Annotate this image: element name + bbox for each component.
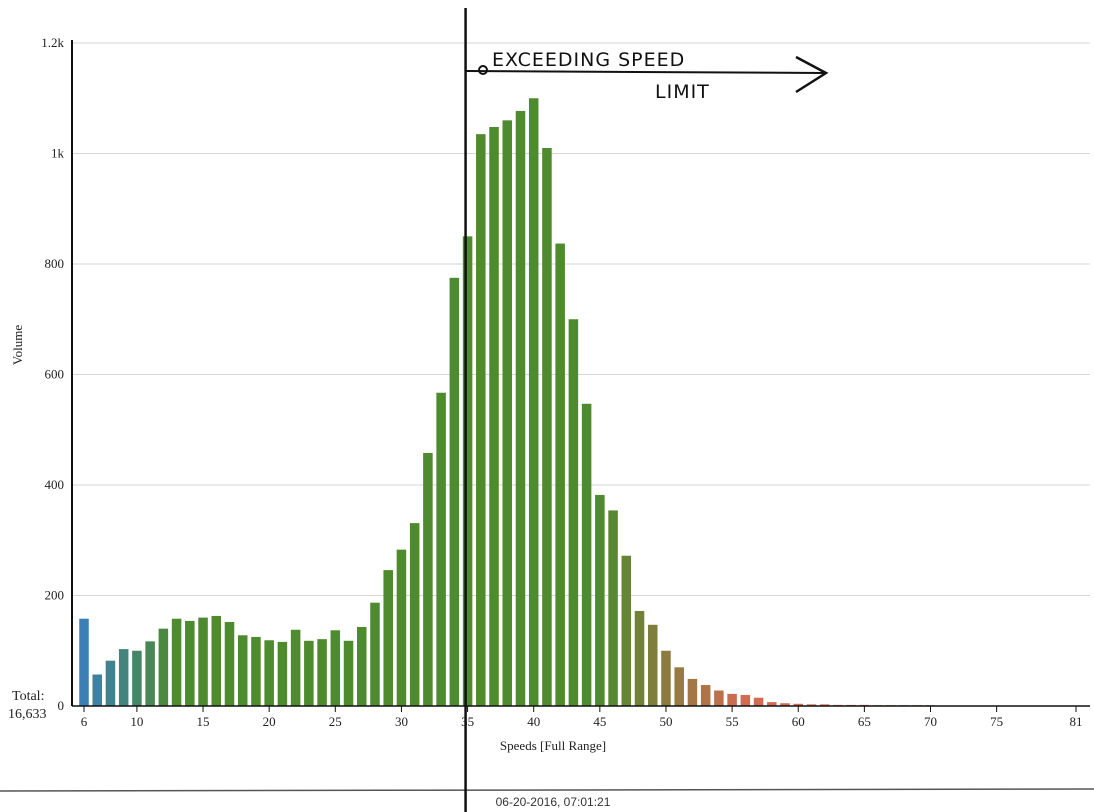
bar [476, 134, 486, 707]
y-tick-label: 800 [45, 256, 65, 271]
bar [304, 640, 314, 706]
bar [542, 147, 552, 707]
total-label: Total: [12, 689, 44, 704]
bar [185, 620, 195, 706]
y-tick-label: 600 [45, 367, 65, 382]
bar [819, 704, 830, 706]
x-tick-label: 20 [263, 714, 276, 729]
bar [277, 641, 288, 706]
bar [92, 674, 102, 706]
bars [79, 98, 936, 707]
bar [528, 98, 539, 706]
bar [634, 610, 645, 706]
bar [224, 622, 235, 706]
bar [674, 667, 684, 706]
bar [687, 678, 698, 706]
x-tick-label: 30 [395, 714, 408, 729]
x-tick-label: 70 [924, 714, 937, 729]
bar [489, 126, 499, 707]
bar [158, 628, 169, 706]
bar [132, 650, 142, 706]
y-ticks: 0 200 400 600 800 1k 1.2k [41, 35, 64, 713]
bar [343, 640, 354, 706]
bar [767, 702, 777, 706]
bar [462, 236, 473, 706]
x-tick-label: 35 [461, 714, 474, 729]
y-tick-label: 400 [45, 477, 65, 492]
annotation-line1: EXCEEDING SPEED [492, 49, 685, 71]
bar [515, 110, 526, 706]
y-axis-title: Volume [10, 325, 25, 365]
bar [780, 703, 790, 706]
bar [396, 549, 407, 706]
bar [264, 640, 274, 706]
y-tick-label: 1k [51, 146, 65, 161]
x-tick-label: 45 [593, 714, 606, 729]
annotation-arrow-head-icon [795, 55, 829, 94]
bar [79, 618, 89, 706]
x-tick-label: 6 [81, 714, 88, 729]
bar [647, 624, 658, 706]
bar [608, 510, 618, 706]
bar [171, 618, 182, 706]
x-tick-label: 81 [1070, 714, 1083, 729]
bar [753, 697, 764, 706]
gridlines [73, 42, 1090, 596]
bar [118, 649, 129, 706]
x-tick-label: 65 [858, 714, 871, 729]
bar [211, 615, 222, 706]
bar [700, 685, 711, 706]
bar [409, 523, 420, 706]
x-tick-label: 40 [527, 714, 540, 729]
annotation-origin-marker [478, 65, 488, 75]
bar [793, 703, 804, 706]
total-value: 16,633 [8, 707, 47, 722]
bar [555, 243, 565, 706]
bar [740, 694, 751, 706]
x-tick-label: 55 [726, 714, 739, 729]
bar [502, 120, 513, 707]
bar [568, 319, 579, 706]
annotation-arrow-shaft [465, 70, 827, 74]
bar [383, 570, 393, 706]
bar [251, 636, 261, 706]
speed-limit-annotation: EXCEEDING SPEED LIMIT [464, 8, 829, 812]
bar [661, 650, 671, 706]
bar [436, 392, 446, 706]
x-tick-label: 50 [659, 714, 672, 729]
bar [727, 693, 737, 706]
bar [145, 641, 155, 706]
timestamp: 06-20-2016, 07:01:21 [496, 795, 611, 809]
bar [423, 452, 433, 706]
x-tick-label: 75 [990, 714, 1003, 729]
x-ticks: 6 10 15 20 25 30 35 40 45 50 55 60 65 70 75 81 [81, 706, 1083, 729]
bar [595, 494, 605, 706]
bar [356, 626, 367, 706]
x-tick-label: 10 [130, 714, 143, 729]
bar [237, 635, 248, 706]
bar [330, 630, 341, 706]
bar [714, 690, 724, 706]
bar [317, 639, 327, 706]
bar [370, 602, 380, 706]
annotation-line2: LIMIT [655, 81, 710, 103]
bar [449, 277, 460, 706]
bar [105, 660, 116, 706]
bar [806, 704, 817, 706]
x-axis-title: Speeds [Full Range] [500, 738, 606, 753]
bar [290, 629, 301, 706]
bar [621, 555, 632, 706]
x-tick-label: 60 [792, 714, 805, 729]
bar [198, 617, 208, 706]
y-tick-label: 0 [58, 698, 65, 713]
y-tick-label: 1.2k [41, 35, 64, 50]
x-tick-label: 25 [329, 714, 342, 729]
footer-divider [0, 788, 1094, 792]
y-tick-label: 200 [45, 588, 65, 603]
bar [581, 403, 592, 706]
x-tick-label: 15 [197, 714, 210, 729]
